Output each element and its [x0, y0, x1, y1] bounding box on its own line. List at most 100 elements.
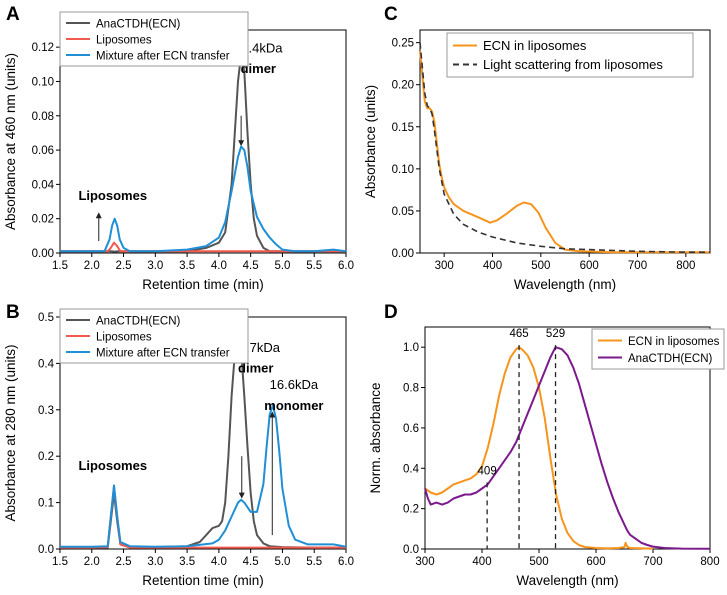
x-tick-label: 6.0	[338, 260, 354, 272]
series-line-ecn-in-liposomes	[419, 50, 710, 254]
legend-entry-label: Mixture after ECN transfer	[96, 348, 230, 360]
x-tick-label: 400	[483, 260, 502, 272]
y-tick-label: 0.8	[403, 383, 419, 395]
x-axis-label: Retention time (min)	[142, 573, 264, 588]
x-tick-label: 2.0	[84, 260, 100, 272]
x-tick-label: 4.0	[211, 260, 227, 272]
x-tick-label: 1.5	[52, 556, 68, 568]
y-tick-label: 0.10	[32, 76, 54, 88]
series-line-mixture-after-ecn-transfer	[60, 404, 347, 548]
y-axis-label: Norm. absorbance	[368, 382, 383, 493]
legend-box	[591, 328, 725, 370]
y-axis-label: Absorbance (units)	[363, 85, 378, 198]
legend-entry-label: Liposomes	[96, 35, 152, 47]
legend-box	[59, 11, 249, 67]
legend-entry-label: AnaCTDH(ECN)	[96, 316, 181, 328]
x-tick-label: 5.0	[274, 260, 290, 272]
annotation-label: dimer	[238, 361, 273, 376]
y-tick-label: 0.12	[32, 42, 54, 54]
panel-letter-b: B	[6, 302, 20, 323]
y-tick-label: 0.2	[38, 451, 54, 463]
x-tick-label: 4.5	[243, 260, 259, 272]
y-tick-label: 0.0	[403, 544, 419, 556]
y-tick-label: 1.0	[403, 342, 419, 354]
x-tick-label: 3.5	[179, 556, 195, 568]
x-tick-label: 5.5	[306, 260, 322, 272]
legend-entry-label: ECN in liposomes	[483, 38, 587, 53]
peak-label: 409	[478, 465, 497, 477]
legend-entry-label: Light scattering from liposomes	[483, 57, 663, 72]
x-tick-label: 4.5	[243, 556, 259, 568]
y-tick-label: 0.2	[403, 504, 419, 516]
x-tick-label: 600	[580, 260, 599, 272]
x-tick-label: 600	[586, 556, 605, 568]
y-tick-label: 0.15	[392, 122, 414, 134]
annotation-label: dimer	[241, 61, 276, 76]
x-tick-label: 300	[415, 556, 434, 568]
legend-entry-label: ECN in liposomes	[628, 336, 720, 348]
x-tick-label: 700	[643, 556, 662, 568]
y-tick-label: 0.25	[392, 38, 414, 50]
panel-letter-a: A	[6, 4, 20, 25]
peak-label: 529	[546, 328, 565, 340]
y-tick-label: 0.08	[32, 111, 54, 123]
legend-box	[59, 308, 249, 364]
x-tick-label: 5.0	[274, 556, 290, 568]
y-tick-label: 0.04	[32, 179, 55, 191]
x-tick-label: 2.5	[116, 556, 132, 568]
y-tick-label: 0.0	[38, 544, 54, 556]
y-axis-label: Absorbance at 280 nm (units)	[3, 344, 18, 521]
y-tick-label: 0.5	[38, 312, 54, 324]
y-tick-label: 0.00	[392, 248, 414, 260]
x-axis-label: Retention time (min)	[142, 277, 264, 292]
y-tick-label: 0.06	[32, 145, 54, 157]
x-axis-label: Wavelength (nm)	[514, 277, 616, 292]
panel-d-chart: 300 400 500 600 700 800 0.0 0.2 0.4 0.6 0.8 1.0 Wave…	[368, 326, 725, 588]
plot-frame	[419, 29, 711, 254]
panel-b-chart: 1.5 2.0 2.5 3.0 3.5 4.0 4.5 5.0 5.5 6.0 0.0 0.1 0.2 0…	[3, 308, 354, 588]
x-tick-label: 6.0	[338, 556, 354, 568]
legend-entry-label: AnaCTDH(ECN)	[96, 19, 181, 31]
x-tick-label: 1.5	[52, 260, 68, 272]
annotation-label: 16.6kDa	[270, 377, 319, 392]
series-line-anactdh-ecn-	[60, 334, 346, 549]
x-tick-label: 800	[676, 260, 695, 272]
x-tick-label: 300	[435, 260, 454, 272]
annotation-label: Liposomes	[78, 458, 147, 473]
x-tick-label: 3.0	[147, 260, 163, 272]
legend-box	[446, 32, 694, 78]
series-line-anactdh-ecn-	[424, 346, 711, 550]
annotation-label: monomer	[264, 398, 323, 413]
panel-letter-d: D	[384, 302, 398, 323]
x-axis-label: Wavelength (nm)	[516, 573, 618, 588]
x-tick-label: 3.0	[147, 556, 163, 568]
y-tick-label: 0.05	[392, 206, 414, 218]
legend-entry-label: Liposomes	[96, 332, 152, 344]
series-line-anactdh-ecn-	[60, 53, 346, 253]
series-line-mixture-after-ecn-transfer	[60, 145, 347, 253]
y-tick-label: 0.3	[38, 405, 54, 417]
y-tick-label: 0.10	[392, 164, 414, 176]
y-tick-label: 0.1	[38, 498, 54, 510]
series-line-light-scattering-from-liposomes	[419, 42, 710, 253]
x-tick-label: 400	[472, 556, 491, 568]
series-line-ecn-in-liposomes	[424, 346, 654, 550]
plot-frame	[424, 326, 711, 550]
x-tick-label: 3.5	[179, 260, 195, 272]
x-tick-label: 2.5	[116, 260, 132, 272]
y-tick-label: 0.4	[38, 358, 55, 370]
x-tick-label: 2.0	[84, 556, 100, 568]
x-tick-label: 4.0	[211, 556, 227, 568]
y-tick-label: 0.20	[392, 80, 414, 92]
y-axis-label: Absorbance at 460 nm (units)	[3, 53, 18, 230]
x-tick-label: 5.5	[306, 556, 322, 568]
y-tick-label: 0.6	[403, 423, 419, 435]
x-tick-label: 800	[700, 556, 719, 568]
x-tick-label: 700	[628, 260, 647, 272]
panel-a-chart: 1.5 2.0 2.5 3.0 3.5 4.0 4.5 5.0 5.5 6.0 0.00 0.02 0.…	[3, 11, 354, 292]
legend-entry-label: AnaCTDH(ECN)	[628, 353, 713, 365]
x-tick-label: 500	[529, 556, 548, 568]
y-tick-label: 0.02	[32, 214, 54, 226]
y-tick-label: 0.00	[32, 248, 54, 260]
